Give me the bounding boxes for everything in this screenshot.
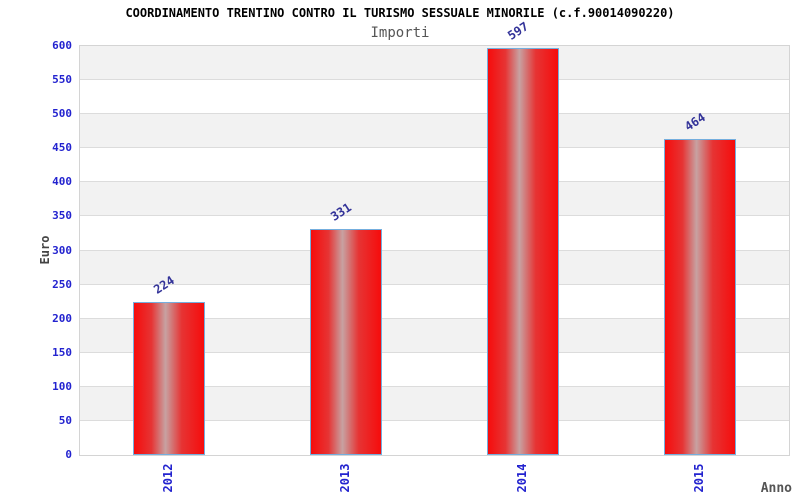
x-tick-label: 2012 xyxy=(160,463,175,493)
gridline xyxy=(80,113,789,115)
gridline xyxy=(80,249,789,251)
y-tick-label: 300 xyxy=(52,243,72,257)
x-tick-label: 2014 xyxy=(515,463,530,493)
x-tick-label: 2015 xyxy=(692,463,707,493)
x-tick-label: 2013 xyxy=(337,463,352,493)
y-tick-label: 50 xyxy=(58,413,72,427)
y-tick-label: 400 xyxy=(52,175,72,189)
y-tick-label: 250 xyxy=(52,277,72,291)
plot-band xyxy=(80,80,789,115)
gridline xyxy=(80,283,789,285)
y-tick-label: 150 xyxy=(52,345,72,359)
gridline xyxy=(80,419,789,421)
gridline xyxy=(80,215,789,217)
gridline xyxy=(80,147,789,149)
y-tick-label: 600 xyxy=(52,39,72,52)
gridline xyxy=(80,317,789,319)
y-tick-label: 550 xyxy=(52,73,72,87)
bar-2012 xyxy=(132,302,205,455)
gridline xyxy=(80,351,789,353)
chart-subtitle: Importi xyxy=(370,25,430,41)
gridline xyxy=(80,79,789,81)
chart-title: COORDINAMENTO TRENTINO CONTRO IL TURISMO… xyxy=(125,6,675,20)
y-tick-label: 350 xyxy=(52,209,72,223)
bar-2013 xyxy=(309,229,382,455)
gridline xyxy=(80,181,789,183)
x-axis-title: Anno xyxy=(760,481,792,496)
y-tick-label: 450 xyxy=(52,141,72,155)
y-tick-label: 0 xyxy=(65,448,72,461)
y-tick-label: 500 xyxy=(52,107,72,121)
plot-band xyxy=(80,46,789,81)
y-tick-label: 100 xyxy=(52,379,72,393)
bar-2014 xyxy=(487,48,560,455)
gridline xyxy=(80,385,789,387)
y-tick-label: 200 xyxy=(52,311,72,325)
bar-2015 xyxy=(664,138,737,455)
plot-area xyxy=(79,45,790,456)
